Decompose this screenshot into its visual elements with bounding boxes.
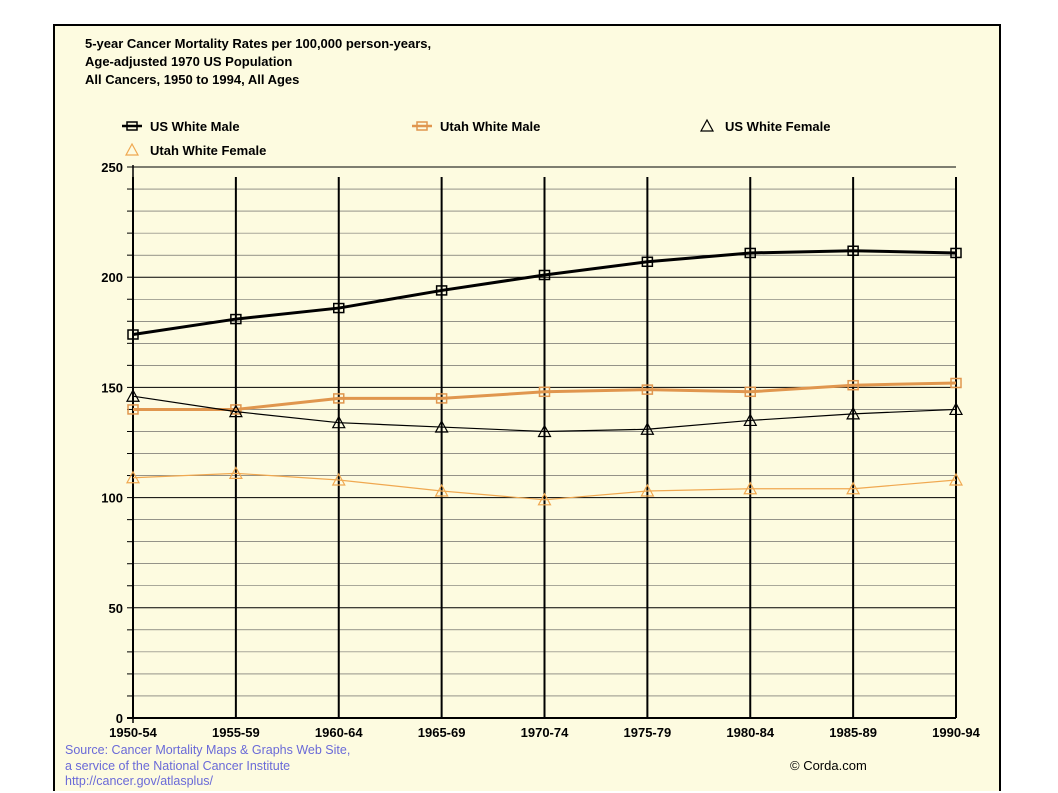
data-point [950,377,962,389]
legend-label: US White Male [150,119,240,134]
y-tick-label: 0 [116,711,123,726]
data-point [846,481,861,495]
data-point [538,386,551,398]
legend-label: Utah White Male [440,119,540,134]
series-line-3 [132,395,957,433]
data-point [434,419,449,433]
data-point [333,302,345,314]
legend: US White Male Utah White Male US White Fem… [122,118,830,158]
y-tick-label: 50 [109,601,123,616]
series-layer [125,245,964,506]
legend-item-2: Utah White Male [412,119,540,134]
chart-panel: 5-year Cancer Mortality Rates per 100,00… [53,24,1001,791]
data-point [435,393,448,404]
y-tick-label: 150 [101,380,123,395]
data-point [434,483,449,497]
source-footer: Source: Cancer Mortality Maps & Graphs W… [65,743,867,788]
data-point [641,384,654,395]
line-chart: 5-year Cancer Mortality Rates per 100,00… [65,36,981,788]
data-point [435,285,448,296]
legend-marker [124,142,140,156]
data-point [228,466,243,479]
title-line-3: All Cancers, 1950 to 1994, All Ages [85,72,299,87]
title-line-1: 5-year Cancer Mortality Rates per 100,00… [85,36,431,51]
series-line-1 [132,249,957,336]
chart-title: 5-year Cancer Mortality Rates per 100,00… [85,36,431,87]
x-tick-label: 1980-84 [726,725,774,740]
axes: 0 50 100 150 200 250 1950-54 1955-59 1960-64 1965… [101,160,980,740]
data-point [537,424,552,438]
data-point [948,402,964,416]
data-point [125,388,141,402]
data-point [538,269,551,281]
legend-item-3: US White Female [699,118,830,134]
legend-marker [416,121,428,131]
data-point [847,245,859,257]
data-point [127,404,139,415]
source-line-3: http://cancer.gov/atlasplus/ [65,774,214,788]
data-point [948,472,964,486]
legend-item-1: US White Male [122,119,240,134]
data-point [846,406,861,420]
data-point [744,386,756,398]
x-tick-label: 1960-64 [315,725,363,740]
legend-marker [126,121,138,131]
data-point [744,247,756,259]
data-point [743,481,758,495]
data-point [331,415,346,429]
x-tick-label: 1950-54 [109,725,157,740]
series-line-4 [132,472,957,501]
data-point [125,470,141,484]
legend-marker [699,118,715,132]
source-line-2: a service of the National Cancer Institu… [65,759,290,773]
x-tick-label: 1955-59 [212,725,260,740]
y-tick-label: 250 [101,160,123,175]
data-point [228,404,243,418]
legend-label: US White Female [725,119,830,134]
legend-label: Utah White Female [150,143,266,158]
credit-label: © Corda.com [790,758,867,773]
x-tick-label: 1985-89 [829,725,877,740]
source-line-1: Source: Cancer Mortality Maps & Graphs W… [65,743,350,757]
data-point [127,329,139,340]
y-tick-label: 100 [101,491,123,506]
data-point [230,313,242,325]
data-point [641,256,654,268]
x-tick-label: 1990-94 [932,725,980,740]
y-tick-label: 200 [101,270,123,285]
x-tick-label: 1970-74 [521,725,569,740]
x-tick-label: 1975-79 [624,725,672,740]
data-point [743,413,758,427]
data-point [333,393,345,404]
data-point [640,422,655,435]
legend-item-4: Utah White Female [124,142,266,158]
x-tick-label: 1965-69 [418,725,466,740]
grid [132,166,957,719]
series-line-2 [133,381,957,411]
data-point [847,379,859,391]
data-point [950,247,962,259]
data-point [331,472,346,486]
data-point [537,492,552,506]
title-line-2: Age-adjusted 1970 US Population [85,54,292,69]
data-point [640,483,655,497]
